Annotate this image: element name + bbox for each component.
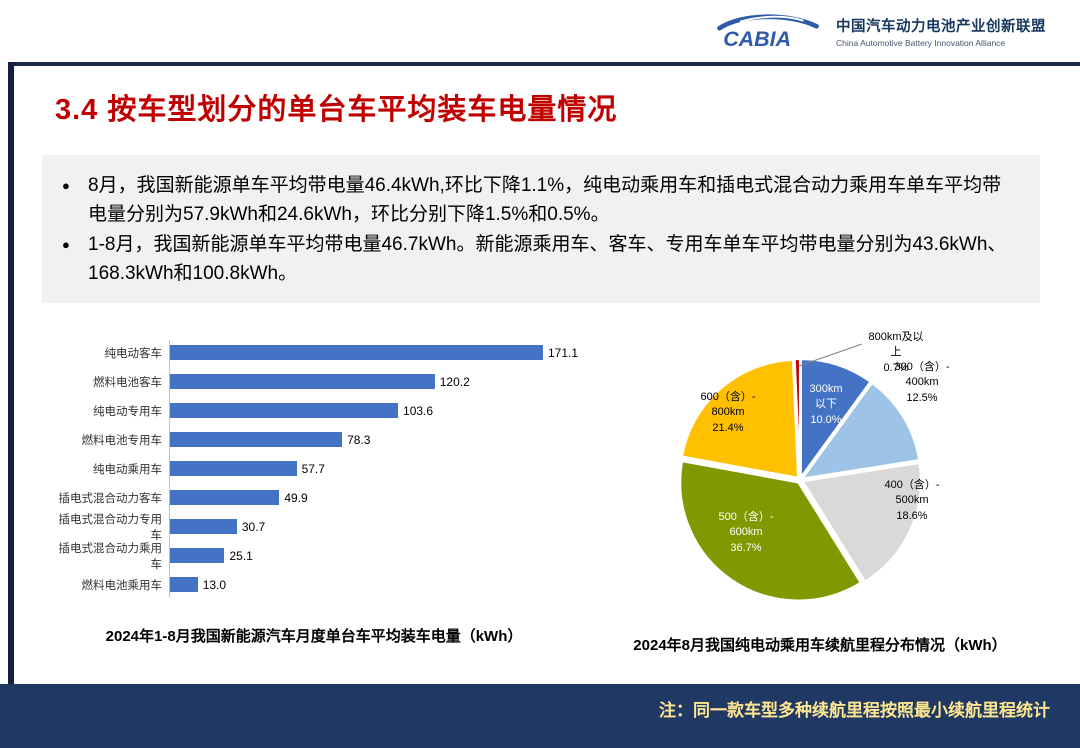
summary-bullet-2: ● 1-8月，我国新能源单车平均带电量46.7kWh。新能源乘用车、客车、专用车… (62, 230, 1020, 289)
pie-slice-label: 300（含）- 400km 12.5% (894, 361, 950, 404)
pie-leader-line (798, 343, 863, 367)
bar-plot-area: 纯电动客车 171.1 燃料电池客车 120.2 纯电动专用车 103.6 燃料电池专用车 7… (50, 338, 578, 599)
bar-category-label: 插电式混合动力客车 (58, 492, 163, 505)
bar-value-label: 120.2 (439, 374, 470, 389)
bar (169, 577, 198, 592)
footer-bar: 注：同一款车型多种续航里程按照最小续航里程统计 (0, 684, 1080, 748)
summary-bullet-text: 8月，我国新能源单车平均带电量46.4kWh,环比下降1.1%，纯电动乘用车和插… (88, 175, 1002, 226)
bar-row: 燃料电池专用车 78.3 (50, 425, 578, 454)
bar-chart-caption: 2024年1-8月我国新能源汽车月度单台车平均装车电量（kWh） (105, 628, 523, 645)
header: CABIA 中国汽车动力电池产业创新联盟 China Automotive Ba… (0, 0, 1080, 62)
bar-track: 49.9 (169, 490, 578, 505)
bar-value-label: 25.1 (229, 548, 253, 563)
bar-category-label: 纯电动专用车 (93, 405, 162, 418)
pie-slice-label: 800km及以 上 0.7% (868, 331, 924, 374)
bar-category-label: 纯电动乘用车 (93, 463, 162, 476)
bar-row: 燃料电池客车 120.2 (50, 367, 578, 396)
pie-slice-label: 400（含）- 500km 18.6% (884, 479, 940, 522)
summary-bullet-text: 1-8月，我国新能源单车平均带电量46.7kWh。新能源乘用车、客车、专用车单车… (88, 233, 1007, 285)
pie-slice-label: 300km 以下 10.0% (809, 383, 843, 426)
bar (169, 374, 435, 389)
bar-category-label: 燃料电池乘用车 (81, 579, 163, 592)
left-edge-stripe (8, 62, 14, 684)
bar (169, 432, 343, 447)
bar (169, 403, 399, 418)
org-name-cn: 中国汽车动力电池产业创新联盟 (836, 18, 1046, 35)
bullet-icon: ● (62, 236, 70, 252)
pie-slice-label: 500（含）- 600km 36.7% (718, 511, 774, 554)
bar-value-label: 78.3 (347, 432, 371, 447)
pie-slice (679, 460, 863, 602)
bar-track: 30.7 (169, 519, 578, 534)
brand-area: CABIA 中国汽车动力电池产业创新联盟 China Automotive Ba… (712, 10, 1046, 52)
bar (169, 548, 225, 563)
pie-plot-area (679, 343, 922, 602)
bar-track: 103.6 (169, 403, 578, 418)
bar (169, 519, 237, 534)
summary-box: ● 8月，我国新能源单车平均带电量46.4kWh,环比下降1.1%，纯电动乘用车… (42, 155, 1040, 303)
pie-chart-container: 300km 以下 10.0% 300（含）- 400km 12.5% 400（含）-… (600, 330, 1040, 670)
pie-slice-label: 600（含）- 800km 21.4% (700, 391, 756, 434)
bar-row: 插电式混合动力客车 49.9 (50, 483, 578, 512)
bar-category-label: 插电式混合动力专用车 (58, 513, 163, 542)
pie-slice (680, 358, 800, 479)
pie-slice (793, 358, 801, 478)
logo-text: CABIA (723, 27, 791, 51)
bar-value-label: 103.6 (403, 403, 434, 418)
pie-chart-caption: 2024年8月我国纯电动乘用车续航里程分布情况（kWh） (633, 637, 1007, 654)
summary-list: ● 8月，我国新能源单车平均带电量46.4kWh,环比下降1.1%，纯电动乘用车… (62, 171, 1020, 289)
bar-row: 插电式混合动力专用车 30.7 (50, 512, 578, 542)
bar-value-label: 57.7 (301, 461, 325, 476)
bar-category-label: 纯电动客车 (104, 347, 163, 360)
bar-track: 120.2 (169, 374, 578, 389)
bar-track: 25.1 (169, 548, 578, 563)
bar-row: 纯电动专用车 103.6 (50, 396, 578, 425)
header-divider (8, 62, 1080, 66)
bar-value-label: 171.1 (547, 345, 578, 360)
bar-row: 插电式混合动力乘用车 25.1 (50, 541, 578, 571)
bar-value-label: 30.7 (241, 519, 266, 534)
bar-track: 13.0 (169, 577, 578, 592)
bar-value-label: 13.0 (202, 577, 227, 592)
bar-category-label: 插电式混合动力乘用车 (58, 542, 163, 571)
bar (169, 490, 280, 505)
bar-row: 纯电动客车 171.1 (50, 338, 578, 367)
bar-row: 燃料电池乘用车 13.0 (50, 570, 578, 599)
bar-category-label: 燃料电池专用车 (81, 434, 163, 447)
org-names: 中国汽车动力电池产业创新联盟 China Automotive Battery … (836, 15, 1046, 48)
bar-category-label: 燃料电池客车 (93, 376, 162, 389)
bar-track: 171.1 (169, 345, 578, 360)
pie-slice (801, 461, 922, 583)
org-name-en: China Automotive Battery Innovation Alli… (836, 37, 1006, 48)
summary-bullet-1: ● 8月，我国新能源单车平均带电量46.4kWh,环比下降1.1%，纯电动乘用车… (62, 171, 1020, 230)
footer-note: 注：同一款车型多种续航里程按照最小续航里程统计 (659, 701, 1050, 720)
page-title: 3.4 按车型划分的单台车平均装车电量情况 (55, 94, 618, 126)
cabia-logo-icon: CABIA (717, 14, 819, 51)
bar-value-label: 49.9 (284, 490, 308, 505)
bar (169, 461, 297, 476)
bar-track: 78.3 (169, 432, 578, 447)
pie-slice (800, 381, 921, 480)
bullet-icon: ● (62, 178, 70, 193)
bar-row: 纯电动乘用车 57.7 (50, 454, 578, 483)
bar (169, 345, 543, 360)
bar-track: 57.7 (169, 461, 578, 476)
pie-slice (799, 358, 872, 481)
bar-chart-container: 纯电动客车 171.1 燃料电池客车 120.2 纯电动专用车 103.6 燃料电池专用车 7… (50, 338, 578, 646)
